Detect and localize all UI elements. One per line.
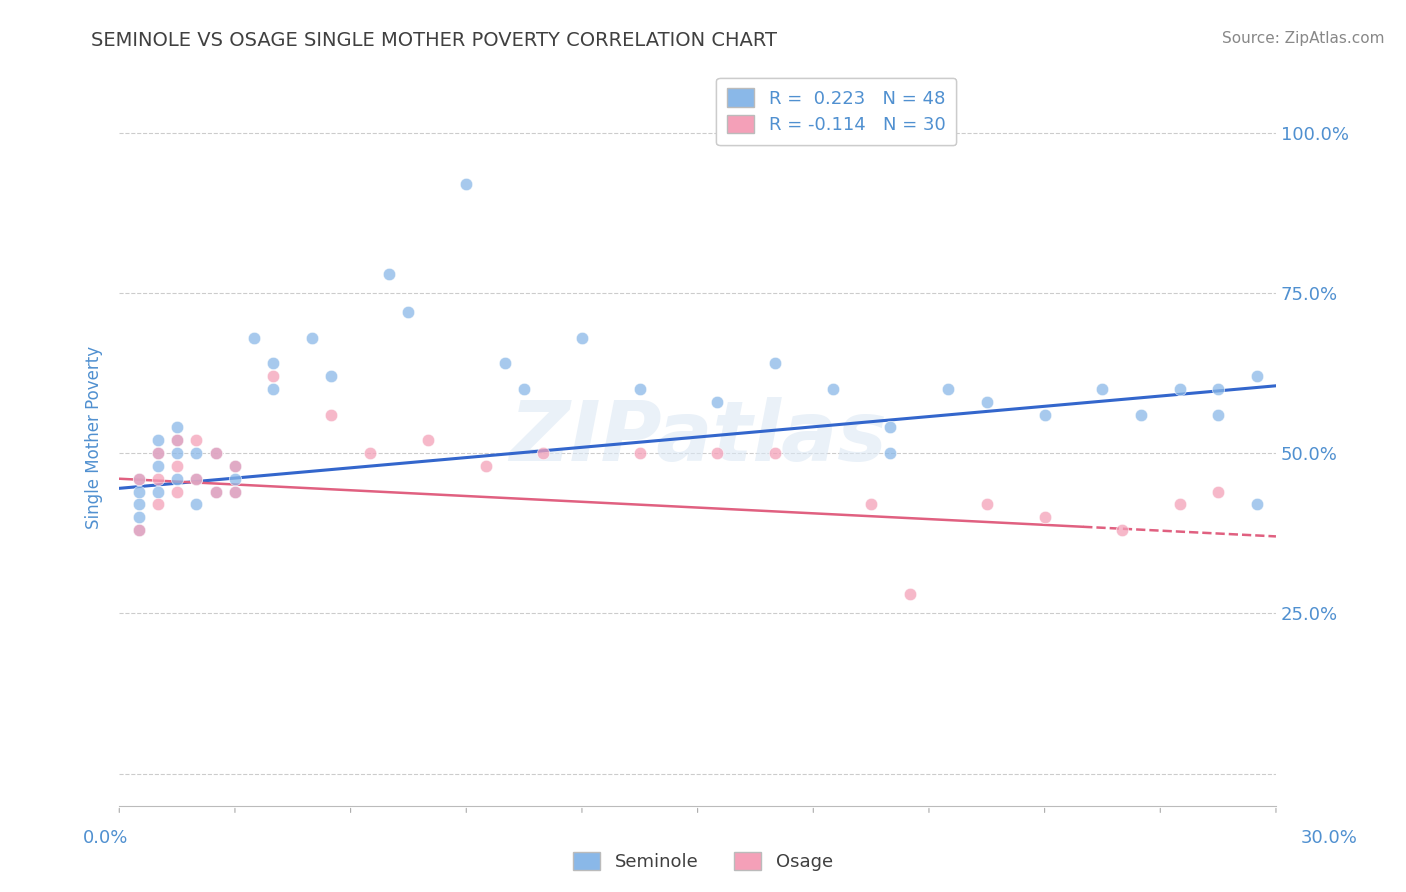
Text: 30.0%: 30.0% <box>1301 829 1357 847</box>
Point <box>166 484 188 499</box>
Point <box>628 382 651 396</box>
Point <box>146 446 169 460</box>
Point <box>1111 523 1133 537</box>
Point <box>186 472 208 486</box>
Point <box>128 510 150 524</box>
Point <box>513 382 536 396</box>
Point <box>416 434 439 448</box>
Point <box>456 177 478 191</box>
Point <box>166 434 188 448</box>
Point <box>1033 408 1056 422</box>
Point <box>494 356 516 370</box>
Point <box>146 458 169 473</box>
Point <box>976 497 998 511</box>
Text: SEMINOLE VS OSAGE SINGLE MOTHER POVERTY CORRELATION CHART: SEMINOLE VS OSAGE SINGLE MOTHER POVERTY … <box>91 31 778 50</box>
Point <box>474 458 496 473</box>
Point <box>936 382 959 396</box>
Point <box>879 446 901 460</box>
Point <box>706 446 728 460</box>
Point <box>204 484 226 499</box>
Point <box>378 267 401 281</box>
Point <box>1168 497 1191 511</box>
Point <box>976 394 998 409</box>
Point <box>821 382 844 396</box>
Point <box>628 446 651 460</box>
Point <box>204 446 226 460</box>
Point <box>301 331 323 345</box>
Point <box>146 497 169 511</box>
Point <box>224 458 246 473</box>
Point <box>166 446 188 460</box>
Point <box>1246 369 1268 384</box>
Point <box>146 434 169 448</box>
Point <box>186 446 208 460</box>
Point <box>166 472 188 486</box>
Point <box>860 497 883 511</box>
Point <box>359 446 381 460</box>
Point <box>146 472 169 486</box>
Point <box>166 434 188 448</box>
Point <box>224 458 246 473</box>
Point <box>879 420 901 434</box>
Point <box>204 484 226 499</box>
Point <box>243 331 266 345</box>
Point <box>128 484 150 499</box>
Point <box>128 523 150 537</box>
Point <box>1206 484 1229 499</box>
Point <box>263 382 285 396</box>
Point <box>531 446 554 460</box>
Point <box>1206 382 1229 396</box>
Point <box>166 420 188 434</box>
Point <box>263 356 285 370</box>
Point <box>1168 382 1191 396</box>
Point <box>321 369 343 384</box>
Point <box>224 484 246 499</box>
Point <box>398 305 420 319</box>
Point <box>166 458 188 473</box>
Text: Source: ZipAtlas.com: Source: ZipAtlas.com <box>1222 31 1385 46</box>
Point <box>224 484 246 499</box>
Point <box>186 472 208 486</box>
Point <box>186 434 208 448</box>
Point <box>186 497 208 511</box>
Point <box>571 331 593 345</box>
Point <box>1206 408 1229 422</box>
Point <box>263 369 285 384</box>
Y-axis label: Single Mother Poverty: Single Mother Poverty <box>86 345 103 529</box>
Point <box>128 497 150 511</box>
Point <box>321 408 343 422</box>
Text: ZIPatlas: ZIPatlas <box>509 397 887 477</box>
Point <box>204 446 226 460</box>
Point <box>224 472 246 486</box>
Point <box>763 446 786 460</box>
Text: 0.0%: 0.0% <box>83 829 128 847</box>
Point <box>146 484 169 499</box>
Legend: R =  0.223   N = 48, R = -0.114   N = 30: R = 0.223 N = 48, R = -0.114 N = 30 <box>717 78 956 145</box>
Point <box>706 394 728 409</box>
Point <box>898 587 921 601</box>
Point <box>128 523 150 537</box>
Point <box>128 472 150 486</box>
Point <box>1246 497 1268 511</box>
Point <box>1091 382 1114 396</box>
Point <box>128 472 150 486</box>
Legend: Seminole, Osage: Seminole, Osage <box>565 845 841 879</box>
Point <box>763 356 786 370</box>
Point <box>1033 510 1056 524</box>
Point <box>1130 408 1153 422</box>
Point <box>146 446 169 460</box>
